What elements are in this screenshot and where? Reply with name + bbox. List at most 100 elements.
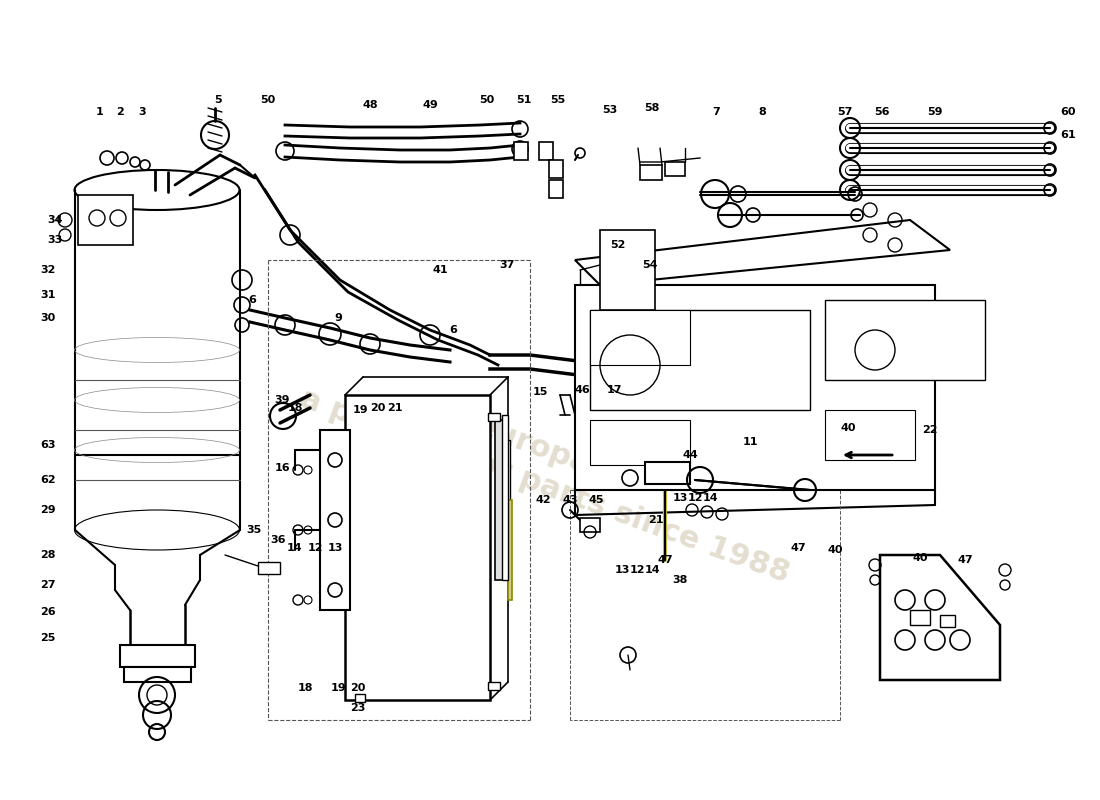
Text: 21: 21 xyxy=(387,403,403,413)
Bar xyxy=(495,420,503,580)
Bar xyxy=(258,562,280,574)
Text: 14: 14 xyxy=(645,565,660,575)
Bar xyxy=(355,694,365,702)
Text: 20: 20 xyxy=(371,403,386,413)
Text: 12: 12 xyxy=(307,543,322,553)
Text: 32: 32 xyxy=(41,265,56,275)
Text: 15: 15 xyxy=(532,387,548,397)
Text: 50: 50 xyxy=(261,95,276,105)
Text: 3: 3 xyxy=(139,107,146,117)
Text: 58: 58 xyxy=(645,103,660,113)
Text: 25: 25 xyxy=(41,633,56,643)
Bar xyxy=(940,615,955,627)
Text: 21: 21 xyxy=(648,515,663,525)
Bar xyxy=(320,430,350,610)
Text: 40: 40 xyxy=(912,553,927,563)
Text: 47: 47 xyxy=(790,543,806,553)
Text: 19: 19 xyxy=(352,405,367,415)
Text: 30: 30 xyxy=(41,313,56,323)
Text: 57: 57 xyxy=(837,107,852,117)
Text: 54: 54 xyxy=(642,260,658,270)
Text: 19: 19 xyxy=(330,683,345,693)
Text: 62: 62 xyxy=(41,475,56,485)
Bar xyxy=(549,160,563,178)
Bar xyxy=(645,462,690,484)
Bar xyxy=(508,500,512,600)
Bar xyxy=(825,300,984,380)
Bar xyxy=(600,230,654,310)
Text: 44: 44 xyxy=(682,450,697,460)
Text: 12: 12 xyxy=(629,565,645,575)
Text: 56: 56 xyxy=(874,107,890,117)
Text: 2: 2 xyxy=(117,107,124,117)
Text: 7: 7 xyxy=(712,107,719,117)
Text: 8: 8 xyxy=(758,107,766,117)
Text: 49: 49 xyxy=(422,100,438,110)
Bar xyxy=(502,415,508,580)
Bar xyxy=(124,667,191,682)
Text: 59: 59 xyxy=(927,107,943,117)
Bar xyxy=(345,395,490,700)
Text: 39: 39 xyxy=(274,395,289,405)
Bar xyxy=(78,195,133,245)
Text: 60: 60 xyxy=(1060,107,1076,117)
Text: 45: 45 xyxy=(588,495,604,505)
Text: 47: 47 xyxy=(657,555,673,565)
Bar xyxy=(580,518,600,532)
Text: 20: 20 xyxy=(350,683,365,693)
Bar xyxy=(590,310,690,365)
Bar xyxy=(539,142,553,160)
Text: 1: 1 xyxy=(96,107,103,117)
Text: 41: 41 xyxy=(432,265,448,275)
Text: 29: 29 xyxy=(41,505,56,515)
Bar xyxy=(505,440,510,560)
Text: 35: 35 xyxy=(246,525,262,535)
Text: 52: 52 xyxy=(610,240,626,250)
Text: 36: 36 xyxy=(271,535,286,545)
Text: 13: 13 xyxy=(328,543,343,553)
Text: 55: 55 xyxy=(550,95,565,105)
Text: 18: 18 xyxy=(287,403,303,413)
Text: 40: 40 xyxy=(840,423,856,433)
Text: europarts
a passion for parts since 1988: europarts a passion for parts since 1988 xyxy=(296,352,804,588)
Text: 5: 5 xyxy=(214,95,222,105)
Bar xyxy=(590,310,810,410)
Text: 53: 53 xyxy=(603,105,617,115)
Text: 50: 50 xyxy=(480,95,495,105)
Text: 43: 43 xyxy=(562,495,578,505)
Bar xyxy=(549,180,563,198)
Text: 9: 9 xyxy=(334,313,342,323)
Text: 48: 48 xyxy=(362,100,377,110)
Bar xyxy=(575,285,935,490)
Bar xyxy=(590,420,690,465)
Text: 33: 33 xyxy=(47,235,63,245)
Text: 28: 28 xyxy=(41,550,56,560)
Text: 23: 23 xyxy=(350,703,365,713)
Text: 61: 61 xyxy=(1060,130,1076,140)
Text: 40: 40 xyxy=(827,545,843,555)
Text: 17: 17 xyxy=(606,385,621,395)
Text: 38: 38 xyxy=(672,575,688,585)
Text: 6: 6 xyxy=(449,325,456,335)
Text: 34: 34 xyxy=(47,215,63,225)
Text: 13: 13 xyxy=(614,565,629,575)
Bar xyxy=(666,162,685,176)
Text: 14: 14 xyxy=(287,543,303,553)
Text: 31: 31 xyxy=(41,290,56,300)
Text: 11: 11 xyxy=(742,437,758,447)
Bar xyxy=(488,413,501,421)
Text: 13: 13 xyxy=(672,493,688,503)
Bar xyxy=(640,165,662,180)
Text: 26: 26 xyxy=(41,607,56,617)
Text: 37: 37 xyxy=(499,260,515,270)
Text: 27: 27 xyxy=(41,580,56,590)
Text: 22: 22 xyxy=(922,425,937,435)
Bar xyxy=(488,682,501,690)
Bar xyxy=(825,410,915,460)
Text: 51: 51 xyxy=(516,95,531,105)
Text: 16: 16 xyxy=(274,463,289,473)
Text: 42: 42 xyxy=(536,495,551,505)
Text: 18: 18 xyxy=(297,683,312,693)
Bar xyxy=(910,610,930,625)
Text: 46: 46 xyxy=(574,385,590,395)
